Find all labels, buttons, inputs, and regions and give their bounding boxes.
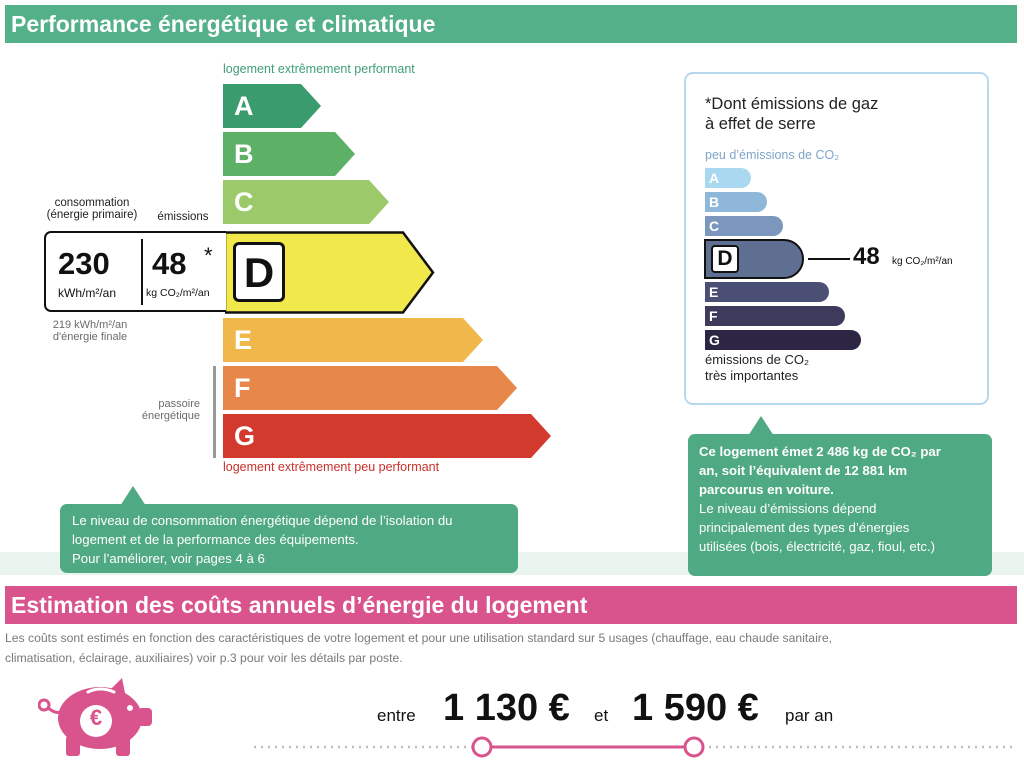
consumption-label-line-2: (énergie primaire) bbox=[46, 209, 138, 221]
energy-class-a-letter: A bbox=[234, 91, 254, 121]
info-bubble-pointer-right bbox=[748, 416, 774, 436]
cost-and-label: et bbox=[594, 706, 609, 725]
scale-bottom-note: logement extrêmement peu performant bbox=[223, 460, 440, 474]
passoire-bracket bbox=[213, 366, 216, 458]
energy-class-a-bar: A bbox=[223, 84, 321, 128]
energy-class-f-letter: F bbox=[234, 373, 251, 403]
cost-description: Les coûts sont estimés en fonction des c… bbox=[5, 628, 1020, 668]
co2-info-bold-2: an, soit l’équivalent de 12 881 km bbox=[699, 463, 908, 478]
final-energy-line-1: 219 kWh/m²/an bbox=[52, 319, 128, 331]
co2-class-a-letter: A bbox=[709, 170, 720, 186]
co2-class-e-bar: E bbox=[705, 282, 829, 302]
cost-range-track bbox=[254, 736, 1016, 758]
emissions-value: 48 bbox=[152, 246, 187, 281]
co2-info-bubble: Ce logement émet 2 486 kg de CO₂ par an,… bbox=[688, 434, 992, 576]
co2-class-b-bar: B bbox=[705, 192, 767, 212]
co2-value: 48 bbox=[853, 243, 880, 270]
cost-description-line-1: Les coûts sont estimés en fonction des c… bbox=[5, 631, 832, 645]
energy-class-g-bar: G bbox=[223, 414, 551, 458]
cost-description-line-2: climatisation, éclairage, auxiliaires) v… bbox=[5, 651, 403, 665]
cost-range-max-handle bbox=[683, 736, 705, 758]
energy-section-title: Performance énergétique et climatique bbox=[5, 5, 1017, 43]
energy-info-line-3: Pour l’améliorer, voir pages 4 à 6 bbox=[72, 551, 265, 566]
cost-section-title: Estimation des coûts annuels d’énergie d… bbox=[5, 586, 1017, 624]
co2-info-bold-1: Ce logement émet 2 486 kg de CO₂ par bbox=[699, 444, 941, 459]
co2-class-g-letter: G bbox=[709, 332, 720, 348]
energy-info-line-2: logement et de la performance des équipe… bbox=[72, 532, 359, 547]
co2-bottom-label-line-2: très importantes bbox=[705, 368, 799, 383]
cost-min-value: 1 130 € bbox=[443, 687, 570, 729]
co2-class-d-bar: D bbox=[704, 239, 804, 279]
euro-icon: € bbox=[89, 705, 103, 730]
passoire-line-1: passoire bbox=[158, 398, 200, 410]
values-divider bbox=[141, 239, 143, 305]
final-energy-line-2: d'énergie finale bbox=[52, 331, 128, 343]
co2-class-a-bar: A bbox=[705, 168, 751, 188]
co2-heading-line-2: à effet de serre bbox=[705, 115, 816, 133]
co2-pointer-line bbox=[808, 258, 850, 260]
consumption-label-line-1: consommation bbox=[54, 197, 130, 209]
consumption-label: consommation (énergie primaire) bbox=[44, 197, 140, 221]
cost-per-year-label: par an bbox=[785, 706, 834, 725]
co2-info-line-1: Le niveau d’émissions dépend bbox=[699, 501, 877, 516]
co2-class-c-letter: C bbox=[709, 218, 720, 234]
energy-info-bubble: Le niveau de consommation énergétique dé… bbox=[60, 504, 518, 573]
cost-max-value: 1 590 € bbox=[632, 687, 759, 729]
co2-class-c-bar: C bbox=[705, 216, 783, 236]
energy-class-b-bar: B bbox=[223, 132, 355, 176]
co2-info-line-2: principalement des types d’énergies bbox=[699, 520, 910, 535]
emissions-star: * bbox=[204, 243, 213, 268]
emissions-label: émissions bbox=[157, 211, 209, 223]
final-energy-note: 219 kWh/m²/an d'énergie finale bbox=[40, 319, 140, 343]
co2-class-e-letter: E bbox=[709, 284, 719, 300]
co2-unit: kg CO₂/m²/an bbox=[892, 256, 953, 267]
consumption-value: 230 bbox=[58, 246, 110, 281]
cost-between-label: entre bbox=[377, 706, 416, 725]
co2-heading-line-1: *Dont émissions de gaz bbox=[705, 95, 879, 113]
energy-class-c-letter: C bbox=[234, 187, 254, 217]
consumption-unit: kWh/m²/an bbox=[58, 286, 117, 300]
co2-current-class-letter: D bbox=[711, 245, 739, 273]
energy-class-b-letter: B bbox=[234, 139, 254, 169]
co2-info-bold-3: parcourus en voiture. bbox=[699, 482, 834, 497]
scale-top-note: logement extrêmement performant bbox=[223, 62, 415, 76]
emissions-unit: kg CO₂/m²/an bbox=[146, 287, 210, 299]
passoire-line-2: énergétique bbox=[141, 410, 200, 422]
co2-class-g-bar: G bbox=[705, 330, 861, 350]
co2-top-label: peu d’émissions de CO₂ bbox=[705, 148, 840, 162]
energy-class-f-bar: F bbox=[223, 366, 517, 410]
co2-bottom-label-line-1: émissions de CO₂ bbox=[705, 352, 810, 367]
co2-class-f-bar: F bbox=[705, 306, 845, 326]
passoire-label: passoire énergétique bbox=[120, 398, 200, 422]
energy-class-e-letter: E bbox=[234, 325, 253, 355]
co2-info-line-3: utilisées (bois, électricité, gaz, fioul… bbox=[699, 539, 936, 554]
energy-current-class-letter: D bbox=[233, 242, 285, 302]
energy-class-g-letter: G bbox=[234, 421, 256, 451]
co2-class-b-letter: B bbox=[709, 194, 720, 210]
co2-bottom-label: émissions de CO₂ très importantes bbox=[705, 352, 809, 384]
piggy-bank-icon bbox=[38, 678, 152, 756]
co2-class-f-letter: F bbox=[709, 308, 718, 324]
cost-range-min-handle bbox=[471, 736, 493, 758]
energy-values-box: 230 kWh/m²/an 48 * kg CO₂/m²/an bbox=[44, 231, 226, 312]
energy-info-line-1: Le niveau de consommation énergétique dé… bbox=[72, 513, 453, 528]
co2-heading: *Dont émissions de gaz à effet de serre bbox=[705, 94, 878, 134]
info-bubble-pointer-left bbox=[120, 486, 146, 506]
energy-class-c-bar: C bbox=[223, 180, 389, 224]
energy-class-e-bar: E bbox=[223, 318, 483, 362]
